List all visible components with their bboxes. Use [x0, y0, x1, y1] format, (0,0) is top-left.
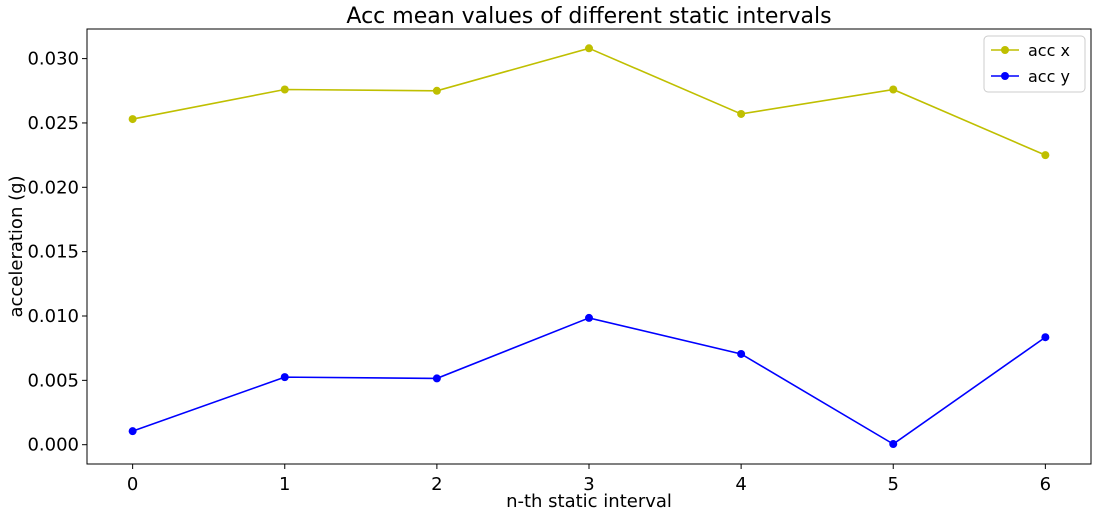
y-tick-label: 0.010: [27, 306, 79, 327]
x-tick-label: 0: [127, 474, 138, 495]
x-axis-ticks: 0 1 2 3 4 5 6: [127, 464, 1051, 495]
data-point-acc-y: [432, 374, 441, 383]
x-axis-label: n-th static interval: [506, 491, 672, 512]
data-point-acc-x: [280, 85, 289, 94]
data-point-acc-y: [280, 373, 289, 382]
data-point-acc-y: [889, 440, 898, 449]
data-point-acc-y: [737, 349, 746, 358]
y-tick-label: 0.000: [27, 435, 79, 456]
y-axis-ticks: 0.000 0.005 0.010 0.015 0.020 0.025 0.030: [27, 49, 87, 456]
x-tick-label: 4: [735, 474, 746, 495]
legend-label-acc-y: acc y: [1028, 67, 1070, 86]
data-point-acc-x: [128, 115, 137, 124]
data-point-acc-x: [432, 86, 441, 95]
x-tick-label: 3: [583, 474, 594, 495]
data-point-acc-x: [737, 109, 746, 118]
legend-marker-acc-x: [1001, 46, 1009, 54]
series-layer: [128, 44, 1050, 449]
data-point-acc-x: [585, 44, 593, 53]
y-tick-label: 0.015: [27, 242, 79, 263]
data-point-acc-y: [585, 313, 593, 322]
data-point-acc-x: [889, 85, 898, 94]
y-tick-label: 0.005: [27, 370, 79, 391]
data-point-acc-y: [128, 427, 137, 436]
chart-title: Acc mean values of different static inte…: [346, 4, 831, 29]
legend-marker-acc-y: [1001, 72, 1009, 80]
plot-frame: [86, 28, 1092, 465]
data-point-acc-y: [1041, 333, 1050, 342]
x-tick-label: 6: [1040, 474, 1051, 495]
x-tick-label: 5: [888, 474, 899, 495]
y-axis-label: acceleration (g): [6, 175, 27, 317]
y-tick-label: 0.025: [27, 113, 79, 134]
legend: acc x acc y: [983, 35, 1086, 93]
y-tick-label: 0.020: [27, 177, 79, 198]
data-point-acc-x: [1041, 151, 1050, 160]
x-tick-label: 2: [431, 474, 442, 495]
y-tick-label: 0.030: [27, 49, 79, 70]
x-tick-label: 1: [279, 474, 290, 495]
legend-label-acc-x: acc x: [1028, 41, 1070, 60]
